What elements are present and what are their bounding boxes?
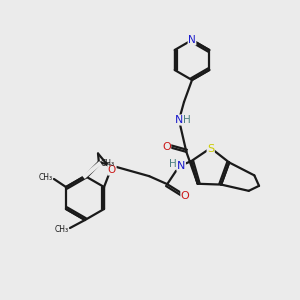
Text: CH₃: CH₃ (101, 158, 115, 167)
Text: N: N (175, 115, 183, 125)
Text: O: O (108, 165, 116, 175)
Text: S: S (207, 144, 214, 154)
Text: CH₃: CH₃ (55, 226, 69, 235)
Text: O: O (181, 191, 190, 201)
Text: N: N (177, 161, 185, 171)
Text: O: O (162, 142, 171, 152)
Text: CH₃: CH₃ (39, 173, 53, 182)
Text: N: N (188, 35, 196, 45)
Text: H: H (169, 159, 177, 169)
Text: H: H (183, 115, 191, 125)
